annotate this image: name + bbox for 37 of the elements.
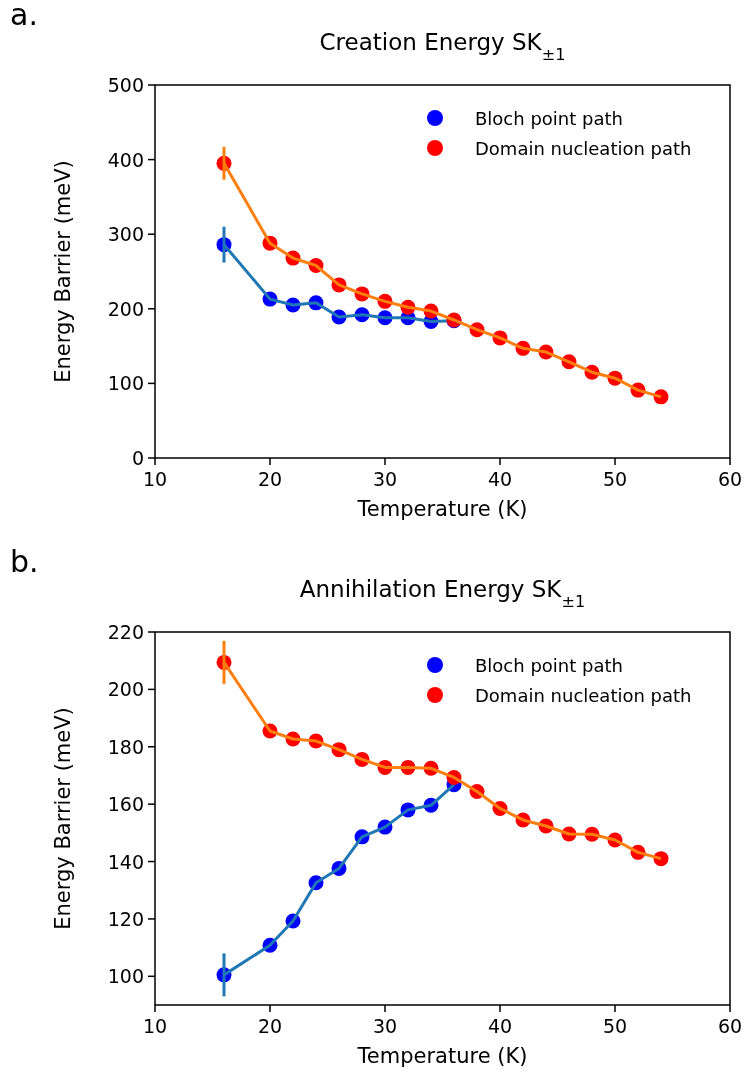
x-tick-label: 10 xyxy=(142,1015,168,1037)
chart-title: Creation Energy SK$_{±1}$ xyxy=(319,29,566,64)
y-tick-label: 100 xyxy=(107,372,144,395)
y-tick-label: 160 xyxy=(107,793,144,816)
y-axis-title: Energy Barrier (meV) xyxy=(51,707,75,930)
x-tick-label: 40 xyxy=(487,468,513,490)
x-tick-label: 30 xyxy=(372,1015,398,1037)
legend-label: Domain nucleation path xyxy=(475,138,692,159)
x-axis-title: Temperature (K) xyxy=(356,1044,528,1068)
x-tick-label: 40 xyxy=(487,1015,513,1037)
x-tick-label: 50 xyxy=(602,1015,628,1037)
y-tick-label: 120 xyxy=(107,907,144,930)
y-tick-label: 180 xyxy=(107,735,144,758)
x-tick-label: 20 xyxy=(257,1015,283,1037)
y-tick-label: 400 xyxy=(107,148,144,171)
x-tick-label: 50 xyxy=(602,468,628,490)
x-axis-title: Temperature (K) xyxy=(356,497,528,521)
x-tick-label: 60 xyxy=(717,1015,743,1037)
legend-label: Domain nucleation path xyxy=(475,685,692,706)
y-tick-label: 200 xyxy=(107,297,144,320)
y-tick-label: 500 xyxy=(107,74,144,96)
x-tick-label: 20 xyxy=(257,468,283,490)
y-tick-label: 200 xyxy=(107,678,144,701)
x-tick-label: 60 xyxy=(717,468,743,490)
x-tick-label: 10 xyxy=(142,468,168,490)
legend-label: Bloch point path xyxy=(475,655,623,676)
y-tick-label: 140 xyxy=(107,850,144,873)
y-tick-label: 220 xyxy=(107,621,144,643)
y-tick-label: 0 xyxy=(131,447,144,469)
legend-label: Bloch point path xyxy=(475,108,623,129)
x-tick-label: 30 xyxy=(372,468,398,490)
text: a. xyxy=(10,0,38,32)
y-tick-label: 300 xyxy=(107,223,144,246)
y-tick-label: 100 xyxy=(107,965,144,988)
chart-title: Annihilation Energy SK$_{±1}$ xyxy=(299,576,586,611)
text: b. xyxy=(10,544,39,579)
y-axis-title: Energy Barrier (meV) xyxy=(51,160,75,383)
